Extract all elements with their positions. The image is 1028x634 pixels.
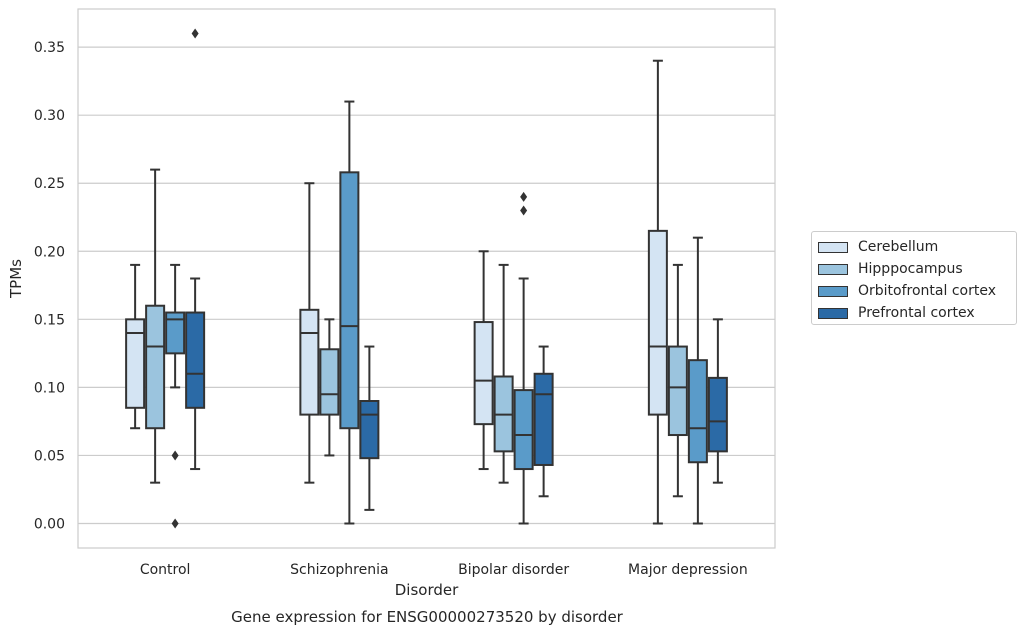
box-iqr — [145, 304, 166, 430]
box-iqr — [473, 321, 494, 426]
legend-label-orbitofrontal-cortex: Orbitofrontal cortex — [858, 283, 996, 299]
box-orbitofrontal-cortex — [687, 236, 708, 525]
outlier-point — [171, 518, 179, 529]
legend-item-prefrontal-cortex: Prefrontal cortex — [818, 302, 1010, 324]
outlier-point — [191, 28, 199, 39]
box-cerebellum — [125, 263, 146, 430]
y-axis-ticks: 0.00 0.05 0.10 0.15 0.20 0.25 0.30 0.35 — [34, 40, 65, 532]
box-cerebellum — [299, 182, 320, 484]
gridlines — [78, 46, 775, 525]
plot-area-frame — [77, 8, 776, 549]
box-hipppocampus — [145, 168, 166, 484]
legend-label-cerebellum: Cerebellum — [858, 239, 939, 255]
legend-label-hippocampus: Hipppocampus — [858, 261, 963, 277]
box-hipppocampus — [319, 318, 340, 457]
box-cerebellum — [473, 250, 494, 471]
legend-swatch-orbitofrontal-cortex — [818, 285, 848, 297]
box-prefrontal-cortex — [185, 28, 206, 471]
box-iqr — [185, 311, 206, 409]
box-iqr — [125, 318, 146, 409]
outlier-point — [520, 191, 528, 202]
box-iqr — [339, 171, 360, 430]
box-iqr — [299, 308, 320, 416]
box-cerebellum — [647, 59, 668, 525]
box-prefrontal-cortex — [707, 318, 728, 484]
x-axis-label: Disorder — [395, 581, 459, 599]
x-tick-label: Schizophrenia — [290, 562, 388, 578]
y-axis-label: TPMs — [7, 259, 25, 299]
legend-label-prefrontal-cortex: Prefrontal cortex — [858, 305, 975, 321]
legend-item-orbitofrontal-cortex: Orbitofrontal cortex — [818, 280, 1010, 302]
y-tick-label: 0.25 — [34, 176, 65, 192]
y-tick-label: 0.10 — [34, 380, 65, 396]
box-hipppocampus — [493, 263, 514, 484]
box-orbitofrontal-cortex — [165, 263, 186, 529]
outlier-point — [171, 450, 179, 461]
y-tick-label: 0.00 — [34, 517, 65, 533]
box-iqr — [359, 400, 380, 460]
legend: Cerebellum Hipppocampus Orbitofrontal co… — [811, 231, 1017, 325]
x-tick-label: Bipolar disorder — [458, 562, 569, 578]
box-prefrontal-cortex — [533, 345, 554, 498]
box-iqr — [513, 389, 534, 471]
legend-item-cerebellum: Cerebellum — [818, 236, 1010, 258]
box-iqr — [687, 359, 708, 464]
legend-swatch-hippocampus — [818, 263, 848, 275]
x-tick-label: Major depression — [628, 562, 748, 578]
y-tick-label: 0.20 — [34, 244, 65, 260]
legend-swatch-cerebellum — [818, 241, 848, 253]
box-prefrontal-cortex — [359, 345, 380, 511]
y-tick-label: 0.35 — [34, 40, 65, 56]
outlier-point — [520, 205, 528, 216]
box-iqr — [319, 348, 340, 416]
box-iqr — [667, 345, 688, 437]
boxes — [125, 28, 728, 529]
y-tick-label: 0.30 — [34, 108, 65, 124]
box-iqr — [647, 229, 668, 416]
box-hipppocampus — [667, 263, 688, 498]
box-orbitofrontal-cortex — [513, 191, 534, 525]
x-tick-label: Control — [140, 562, 191, 578]
y-tick-label: 0.05 — [34, 448, 65, 464]
box-iqr — [707, 376, 728, 453]
box-orbitofrontal-cortex — [339, 100, 360, 525]
box-iqr — [165, 311, 186, 355]
chart-caption: Gene expression for ENSG00000273520 by d… — [231, 608, 624, 626]
legend-swatch-prefrontal-cortex — [818, 307, 848, 319]
x-axis-ticks: Control Schizophrenia Bipolar disorder Majo… — [140, 562, 748, 578]
legend-item-hippocampus: Hipppocampus — [818, 258, 1010, 280]
y-tick-label: 0.15 — [34, 312, 65, 328]
box-iqr — [533, 372, 554, 466]
